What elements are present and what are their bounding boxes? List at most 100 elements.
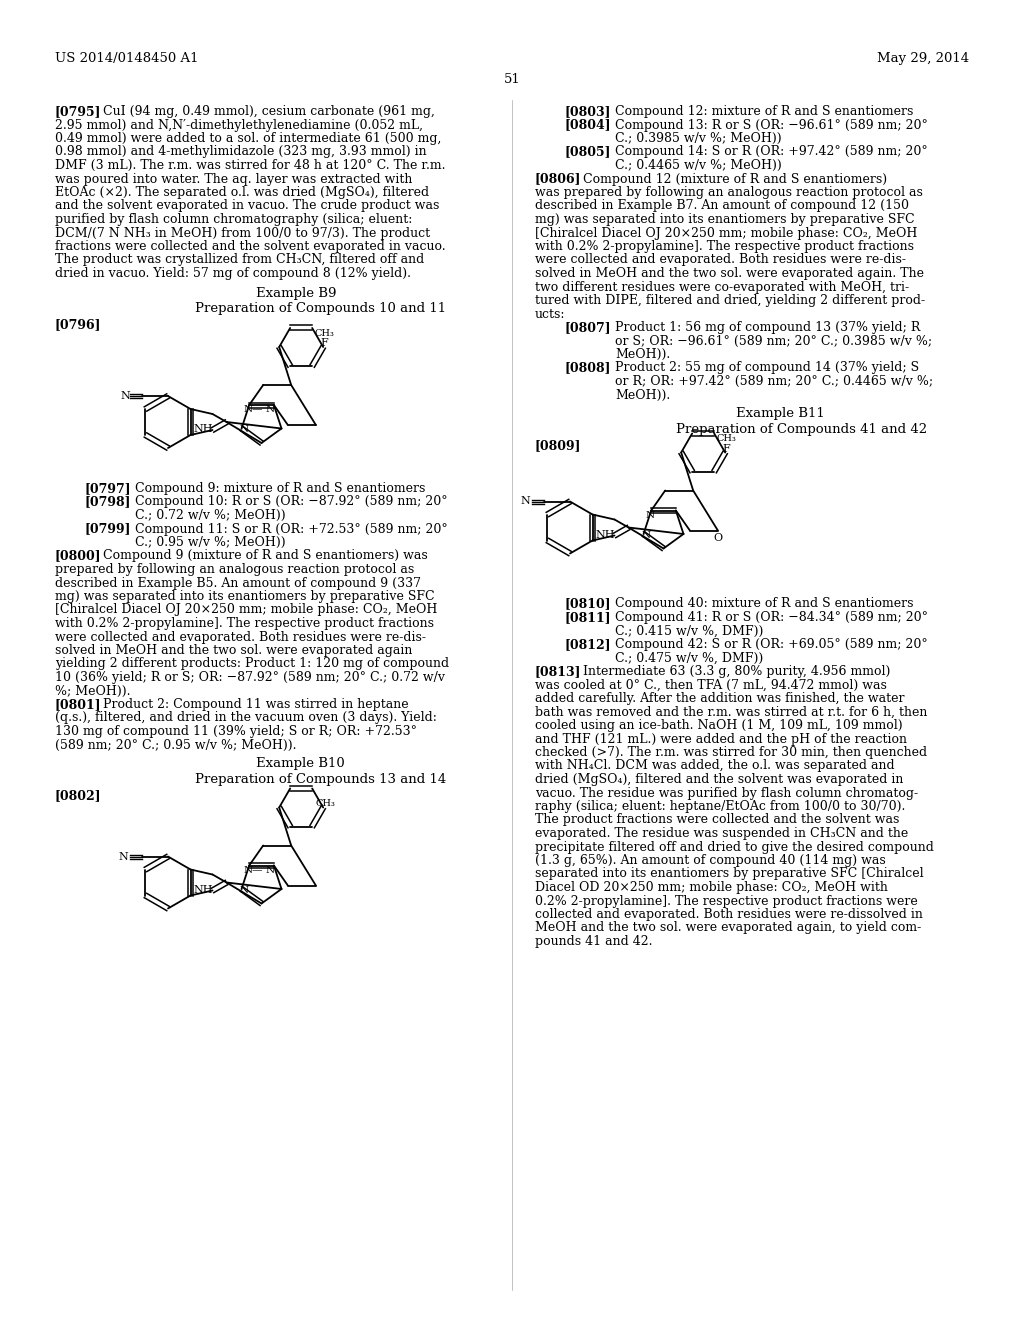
Text: described in Example B5. An amount of compound 9 (337: described in Example B5. An amount of co… [55, 577, 421, 590]
Text: Compound 9: mixture of R and S enantiomers: Compound 9: mixture of R and S enantiome… [135, 482, 425, 495]
Text: [0808]: [0808] [565, 362, 611, 375]
Text: N: N [266, 866, 275, 875]
Text: (q.s.), filtered, and dried in the vacuum oven (3 days). Yield:: (q.s.), filtered, and dried in the vacuu… [55, 711, 437, 725]
Text: Product 2: Compound 11 was stirred in heptane: Product 2: Compound 11 was stirred in he… [103, 698, 409, 711]
Text: Preparation of Compounds 13 and 14: Preparation of Compounds 13 and 14 [195, 772, 446, 785]
Text: (1.3 g, 65%). An amount of compound 40 (114 mg) was: (1.3 g, 65%). An amount of compound 40 (… [535, 854, 886, 867]
Text: [0795]: [0795] [55, 106, 101, 117]
Text: [0801]: [0801] [55, 698, 101, 711]
Text: Diacel OD 20×250 mm; mobile phase: CO₂, MeOH with: Diacel OD 20×250 mm; mobile phase: CO₂, … [535, 880, 888, 894]
Text: Intermediate 63 (3.3 g, 80% purity, 4.956 mmol): Intermediate 63 (3.3 g, 80% purity, 4.95… [583, 665, 891, 678]
Text: 0.98 mmol) and 4-methylimidazole (323 mg, 3.93 mmol) in: 0.98 mmol) and 4-methylimidazole (323 mg… [55, 145, 427, 158]
Text: NH: NH [194, 425, 213, 434]
Text: collected and evaporated. Both residues were re-dissolved in: collected and evaporated. Both residues … [535, 908, 923, 921]
Text: Compound 13: R or S (OR: −96.61° (589 nm; 20°: Compound 13: R or S (OR: −96.61° (589 nm… [615, 119, 928, 132]
Text: purified by flash column chromatography (silica; eluent:: purified by flash column chromatography … [55, 213, 413, 226]
Text: [0796]: [0796] [55, 318, 101, 331]
Text: %; MeOH)).: %; MeOH)). [55, 685, 130, 697]
Text: N: N [642, 531, 650, 540]
Text: Compound 40: mixture of R and S enantiomers: Compound 40: mixture of R and S enantiom… [615, 598, 913, 610]
Text: DCM/(7 N NH₃ in MeOH) from 100/0 to 97/3). The product: DCM/(7 N NH₃ in MeOH) from 100/0 to 97/3… [55, 227, 430, 239]
Text: C.; 0.475 w/v %, DMF)): C.; 0.475 w/v %, DMF)) [615, 652, 763, 664]
Text: checked (>7). The r.m. was stirred for 30 min, then quenched: checked (>7). The r.m. was stirred for 3… [535, 746, 927, 759]
Text: evaporated. The residue was suspended in CH₃CN and the: evaporated. The residue was suspended in… [535, 828, 908, 840]
Text: added carefully. After the addition was finished, the water: added carefully. After the addition was … [535, 692, 904, 705]
Text: Preparation of Compounds 10 and 11: Preparation of Compounds 10 and 11 [195, 302, 446, 315]
Text: NH: NH [596, 531, 615, 540]
Text: vacuo. The residue was purified by flash column chromatog-: vacuo. The residue was purified by flash… [535, 787, 919, 800]
Text: CH₃: CH₃ [315, 799, 335, 808]
Text: [0800]: [0800] [55, 549, 101, 562]
Text: Example B11: Example B11 [736, 407, 824, 420]
Text: Compound 41: R or S (OR: −84.34° (589 nm; 20°: Compound 41: R or S (OR: −84.34° (589 nm… [615, 611, 928, 624]
Text: described in Example B7. An amount of compound 12 (150: described in Example B7. An amount of co… [535, 199, 909, 213]
Text: F: F [321, 338, 328, 348]
Text: C.; 0.95 w/v %; MeOH)): C.; 0.95 w/v %; MeOH)) [135, 536, 286, 549]
Text: Compound 9 (mixture of R and S enantiomers) was: Compound 9 (mixture of R and S enantiome… [103, 549, 428, 562]
Text: DMF (3 mL). The r.m. was stirred for 48 h at 120° C. The r.m.: DMF (3 mL). The r.m. was stirred for 48 … [55, 158, 445, 172]
Text: Compound 12: mixture of R and S enantiomers: Compound 12: mixture of R and S enantiom… [615, 106, 913, 117]
Text: CH₃: CH₃ [314, 329, 334, 338]
Text: N: N [645, 511, 654, 520]
Text: Compound 12 (mixture of R and S enantiomers): Compound 12 (mixture of R and S enantiom… [583, 173, 887, 186]
Text: were collected and evaporated. Both residues were re-dis-: were collected and evaporated. Both resi… [55, 631, 426, 644]
Text: were collected and evaporated. Both residues were re-dis-: were collected and evaporated. Both resi… [535, 253, 906, 267]
Text: two different residues were co-evaporated with MeOH, tri-: two different residues were co-evaporate… [535, 281, 909, 293]
Text: C.; 0.415 w/v %, DMF)): C.; 0.415 w/v %, DMF)) [615, 624, 763, 638]
Text: C.; 0.3985 w/v %; MeOH)): C.; 0.3985 w/v %; MeOH)) [615, 132, 781, 145]
Text: or S; OR: −96.61° (589 nm; 20° C.; 0.3985 w/v %;: or S; OR: −96.61° (589 nm; 20° C.; 0.398… [615, 334, 932, 347]
Text: [0799]: [0799] [85, 523, 131, 536]
Text: Compound 11: S or R (OR: +72.53° (589 nm; 20°: Compound 11: S or R (OR: +72.53° (589 nm… [135, 523, 447, 536]
Text: 2.95 mmol) and N,N′-dimethylethylenediamine (0.052 mL,: 2.95 mmol) and N,N′-dimethylethylenediam… [55, 119, 423, 132]
Text: EtOAc (×2). The separated o.l. was dried (MgSO₄), filtered: EtOAc (×2). The separated o.l. was dried… [55, 186, 429, 199]
Text: CH₃: CH₃ [716, 434, 736, 444]
Text: C.; 0.4465 w/v %; MeOH)): C.; 0.4465 w/v %; MeOH)) [615, 158, 781, 172]
Text: 130 mg of compound 11 (39% yield; S or R; OR: +72.53°: 130 mg of compound 11 (39% yield; S or R… [55, 725, 417, 738]
Text: mg) was separated into its enantiomers by preparative SFC: mg) was separated into its enantiomers b… [55, 590, 434, 603]
Text: 0.49 mmol) were added to a sol. of intermediate 61 (500 mg,: 0.49 mmol) were added to a sol. of inter… [55, 132, 441, 145]
Text: cooled using an ice-bath. NaOH (1 M, 109 mL, 109 mmol): cooled using an ice-bath. NaOH (1 M, 109… [535, 719, 902, 733]
Text: N: N [120, 391, 130, 401]
Text: US 2014/0148450 A1: US 2014/0148450 A1 [55, 51, 199, 65]
Text: with 0.2% 2-propylamine]. The respective product fractions: with 0.2% 2-propylamine]. The respective… [535, 240, 914, 253]
Text: [Chiralcel Diacel OJ 20×250 mm; mobile phase: CO₂, MeOH: [Chiralcel Diacel OJ 20×250 mm; mobile p… [535, 227, 918, 239]
Text: dried in vacuo. Yield: 57 mg of compound 8 (12% yield).: dried in vacuo. Yield: 57 mg of compound… [55, 267, 411, 280]
Text: separated into its enantiomers by preparative SFC [Chiralcel: separated into its enantiomers by prepar… [535, 867, 924, 880]
Text: [0810]: [0810] [565, 598, 611, 610]
Text: bath was removed and the r.m. was stirred at r.t. for 6 h, then: bath was removed and the r.m. was stirre… [535, 705, 928, 718]
Text: Compound 42: S or R (OR: +69.05° (589 nm; 20°: Compound 42: S or R (OR: +69.05° (589 nm… [615, 638, 928, 651]
Text: raphy (silica; eluent: heptane/EtOAc from 100/0 to 30/70).: raphy (silica; eluent: heptane/EtOAc fro… [535, 800, 905, 813]
Text: MeOH)).: MeOH)). [615, 348, 671, 360]
Text: and THF (121 mL.) were added and the pH of the reaction: and THF (121 mL.) were added and the pH … [535, 733, 907, 746]
Text: or R; OR: +97.42° (589 nm; 20° C.; 0.4465 w/v %;: or R; OR: +97.42° (589 nm; 20° C.; 0.446… [615, 375, 933, 388]
Text: with NH₄Cl. DCM was added, the o.l. was separated and: with NH₄Cl. DCM was added, the o.l. was … [535, 759, 895, 772]
Text: [0798]: [0798] [85, 495, 131, 508]
Text: [0804]: [0804] [565, 119, 611, 132]
Text: (589 nm; 20° C.; 0.95 w/v %; MeOH)).: (589 nm; 20° C.; 0.95 w/v %; MeOH)). [55, 738, 297, 751]
Text: N: N [118, 851, 128, 862]
Text: [0807]: [0807] [565, 321, 611, 334]
Text: mg) was separated into its enantiomers by preparative SFC: mg) was separated into its enantiomers b… [535, 213, 914, 226]
Text: N: N [240, 886, 249, 895]
Text: prepared by following an analogous reaction protocol as: prepared by following an analogous react… [55, 564, 415, 576]
Text: N: N [240, 425, 249, 434]
Text: precipitate filtered off and dried to give the desired compound: precipitate filtered off and dried to gi… [535, 841, 934, 854]
Text: [0806]: [0806] [535, 173, 582, 186]
Text: [0811]: [0811] [565, 611, 611, 624]
Text: N: N [520, 496, 529, 507]
Text: MeOH)).: MeOH)). [615, 388, 671, 401]
Text: CuI (94 mg, 0.49 mmol), cesium carbonate (961 mg,: CuI (94 mg, 0.49 mmol), cesium carbonate… [103, 106, 435, 117]
Text: [0805]: [0805] [565, 145, 611, 158]
Text: with 0.2% 2-propylamine]. The respective product fractions: with 0.2% 2-propylamine]. The respective… [55, 616, 434, 630]
Text: [0813]: [0813] [535, 665, 582, 678]
Text: was cooled at 0° C., then TFA (7 mL, 94.472 mmol) was: was cooled at 0° C., then TFA (7 mL, 94.… [535, 678, 887, 692]
Text: F: F [722, 444, 730, 454]
Text: The product fractions were collected and the solvent was: The product fractions were collected and… [535, 813, 899, 826]
Text: May 29, 2014: May 29, 2014 [877, 51, 969, 65]
Text: [0797]: [0797] [85, 482, 132, 495]
Text: [0802]: [0802] [55, 789, 101, 803]
Text: N—: N— [243, 405, 263, 414]
Text: Product 2: 55 mg of compound 14 (37% yield; S: Product 2: 55 mg of compound 14 (37% yie… [615, 362, 920, 375]
Text: O: O [714, 532, 723, 543]
Text: N—: N— [243, 866, 263, 875]
